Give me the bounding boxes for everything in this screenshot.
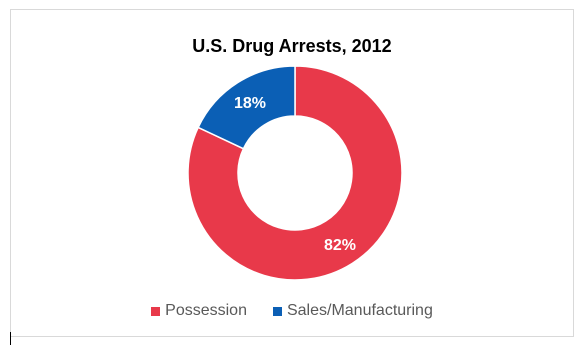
legend-swatch-possession	[151, 306, 161, 316]
legend-item-possession: Possession	[151, 302, 247, 320]
data-label-possession: 82%	[324, 237, 356, 254]
chart-area: U.S. Drug Arrests, 2012 82% 18% Possessio…	[10, 9, 574, 337]
donut-chart: 82% 18%	[187, 65, 403, 281]
data-label-sales-manufacturing: 18%	[234, 95, 266, 112]
chart-legend: Possession Sales/Manufacturing	[11, 302, 573, 320]
chart-title: U.S. Drug Arrests, 2012	[192, 36, 392, 56]
text-cursor	[10, 332, 11, 345]
legend-label-sales-manufacturing: Sales/Manufacturing	[286, 302, 433, 319]
legend-label-possession: Possession	[165, 302, 247, 319]
legend-swatch-sales-manufacturing	[272, 306, 282, 316]
legend-item-sales-manufacturing: Sales/Manufacturing	[272, 302, 433, 320]
slice-possession	[187, 65, 403, 281]
slice-sales-manufacturing	[197, 65, 296, 150]
